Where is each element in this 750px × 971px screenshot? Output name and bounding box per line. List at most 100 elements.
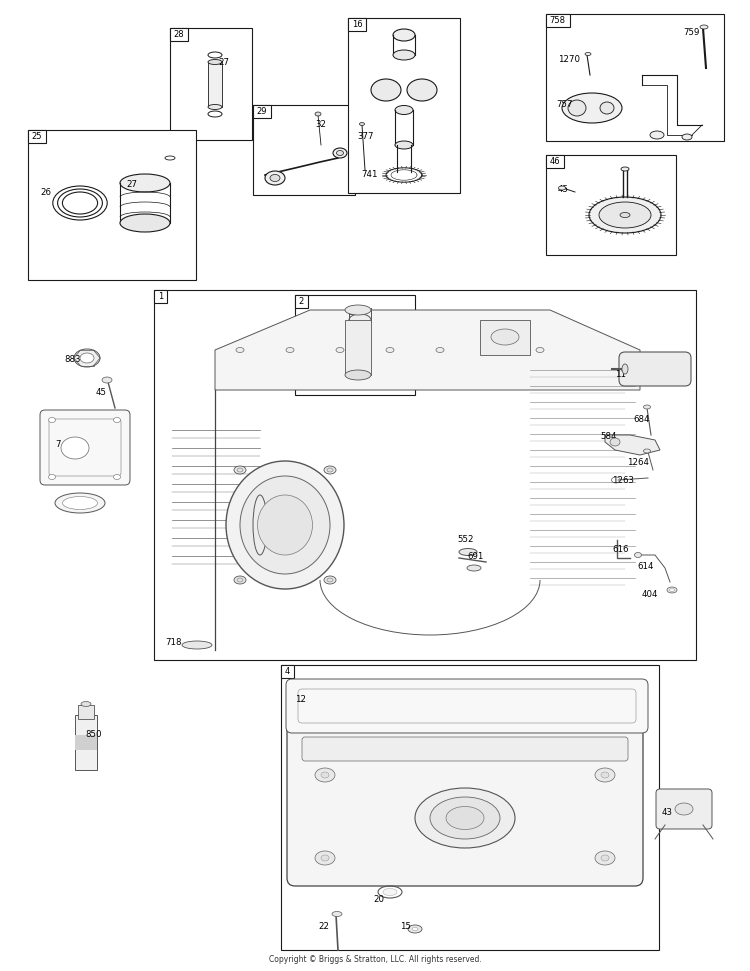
Ellipse shape xyxy=(568,100,586,116)
Bar xyxy=(253,105,355,195)
Ellipse shape xyxy=(182,641,212,649)
Bar xyxy=(28,130,46,143)
Ellipse shape xyxy=(595,851,615,865)
Text: 25: 25 xyxy=(32,132,42,141)
Bar xyxy=(348,18,460,193)
Bar xyxy=(208,62,222,107)
Ellipse shape xyxy=(315,768,335,782)
Bar xyxy=(348,18,366,31)
Ellipse shape xyxy=(120,214,170,232)
Text: 850: 850 xyxy=(85,730,101,739)
FancyBboxPatch shape xyxy=(287,722,643,886)
Ellipse shape xyxy=(208,105,222,110)
Text: 741: 741 xyxy=(361,170,377,179)
Text: 15: 15 xyxy=(400,922,411,931)
Ellipse shape xyxy=(393,50,415,60)
Ellipse shape xyxy=(585,52,591,55)
Ellipse shape xyxy=(599,202,651,228)
Ellipse shape xyxy=(395,106,413,115)
Text: 552: 552 xyxy=(457,535,473,544)
Text: 45: 45 xyxy=(558,185,569,194)
Ellipse shape xyxy=(333,148,347,158)
Text: 4: 4 xyxy=(285,667,290,676)
Text: 614: 614 xyxy=(637,562,653,571)
Bar xyxy=(154,290,696,660)
Ellipse shape xyxy=(675,803,693,815)
Text: 1264: 1264 xyxy=(627,458,649,467)
Ellipse shape xyxy=(240,476,330,574)
Text: 1263: 1263 xyxy=(612,476,634,485)
Text: 32: 32 xyxy=(315,120,326,129)
Ellipse shape xyxy=(395,141,413,149)
Ellipse shape xyxy=(634,552,641,557)
Ellipse shape xyxy=(589,197,661,233)
Ellipse shape xyxy=(393,29,415,41)
Ellipse shape xyxy=(49,418,55,422)
Ellipse shape xyxy=(327,578,333,582)
Ellipse shape xyxy=(74,349,100,367)
Ellipse shape xyxy=(682,134,692,140)
Ellipse shape xyxy=(234,466,246,474)
Bar xyxy=(75,735,97,750)
Text: 718: 718 xyxy=(165,638,182,647)
Text: 1: 1 xyxy=(158,292,163,301)
Ellipse shape xyxy=(321,772,329,778)
Ellipse shape xyxy=(359,122,364,125)
Ellipse shape xyxy=(667,587,677,593)
Ellipse shape xyxy=(610,438,620,446)
Ellipse shape xyxy=(257,495,313,555)
Bar xyxy=(154,290,166,303)
Ellipse shape xyxy=(408,925,422,933)
Ellipse shape xyxy=(436,348,444,352)
Ellipse shape xyxy=(536,348,544,352)
Bar xyxy=(345,320,371,375)
Ellipse shape xyxy=(650,131,664,139)
Ellipse shape xyxy=(62,496,98,510)
Polygon shape xyxy=(215,310,640,390)
Ellipse shape xyxy=(113,418,121,422)
Text: 51: 51 xyxy=(64,500,75,509)
Text: 3: 3 xyxy=(348,308,353,317)
Bar xyxy=(480,320,530,355)
Bar xyxy=(253,105,271,118)
Text: 584: 584 xyxy=(600,432,616,441)
Ellipse shape xyxy=(459,549,477,555)
Ellipse shape xyxy=(446,807,484,829)
Bar xyxy=(28,130,196,280)
Bar xyxy=(170,28,188,41)
Text: 29: 29 xyxy=(256,107,267,116)
Ellipse shape xyxy=(345,370,371,380)
FancyBboxPatch shape xyxy=(619,352,691,386)
Text: 12: 12 xyxy=(295,695,306,704)
Ellipse shape xyxy=(49,475,55,480)
Bar xyxy=(281,665,293,678)
Text: 377: 377 xyxy=(357,132,374,141)
Bar xyxy=(546,155,676,255)
Ellipse shape xyxy=(236,348,244,352)
Ellipse shape xyxy=(467,565,481,571)
Ellipse shape xyxy=(621,167,629,171)
Polygon shape xyxy=(605,435,660,455)
Bar xyxy=(546,14,569,27)
Text: 20: 20 xyxy=(373,895,384,904)
Bar xyxy=(281,665,659,950)
Ellipse shape xyxy=(315,112,321,116)
Ellipse shape xyxy=(371,79,401,101)
Ellipse shape xyxy=(407,79,437,101)
Bar xyxy=(295,295,307,308)
Ellipse shape xyxy=(286,348,294,352)
Ellipse shape xyxy=(237,578,243,582)
Polygon shape xyxy=(215,350,640,650)
Text: 691: 691 xyxy=(467,552,483,561)
Ellipse shape xyxy=(324,466,336,474)
Text: 616: 616 xyxy=(612,545,628,554)
Ellipse shape xyxy=(113,475,121,480)
Ellipse shape xyxy=(386,348,394,352)
Ellipse shape xyxy=(81,701,91,707)
Text: 684: 684 xyxy=(633,415,650,424)
Ellipse shape xyxy=(120,174,170,192)
Text: 16: 16 xyxy=(352,20,362,29)
Text: 28: 28 xyxy=(174,30,184,39)
Ellipse shape xyxy=(622,364,628,374)
Ellipse shape xyxy=(315,851,335,865)
